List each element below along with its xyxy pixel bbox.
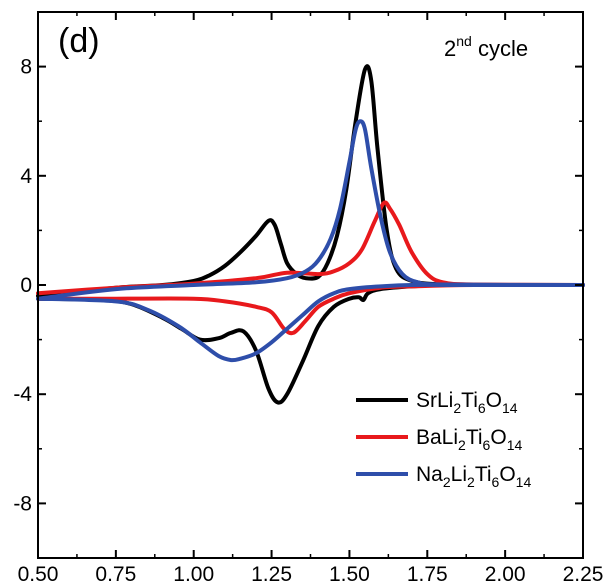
x-tick-label: 1.00 xyxy=(173,563,214,584)
cycle-annotation: 2nd cycle xyxy=(444,33,528,61)
series-2-discharge-line xyxy=(36,282,585,363)
cycle-word: cycle xyxy=(472,36,528,61)
cycle-ordinal: nd xyxy=(456,33,472,49)
legend-label-2: Na2Li2Ti6O14 xyxy=(416,463,531,490)
x-tick-label: 2.25 xyxy=(563,563,604,584)
legend: SrLi2Ti6O14 BaLi2Ti6O14 Na2Li2Ti6O14 xyxy=(356,389,531,490)
y-tick-labels: -8 -4 0 4 8 xyxy=(13,56,32,516)
x-tick-labels: 0.50 0.75 1.00 1.25 1.50 1.75 2.00 2.25 xyxy=(18,563,604,584)
y-tick-label: -8 xyxy=(13,492,32,515)
x-tick-label: 1.75 xyxy=(407,563,448,584)
legend-label-0: SrLi2Ti6O14 xyxy=(416,389,518,416)
series-curves xyxy=(36,64,585,405)
x-tick-label: 0.50 xyxy=(18,563,59,584)
cycle-number: 2 xyxy=(444,36,456,61)
series-2-charge-line xyxy=(36,119,585,301)
series-1-charge-line xyxy=(36,200,585,296)
y-tick-label: -4 xyxy=(13,383,32,406)
y-tick-label: 4 xyxy=(20,165,32,188)
panel-label: (d) xyxy=(58,22,100,60)
axis-ticks xyxy=(37,11,584,559)
legend-label-1: BaLi2Ti6O14 xyxy=(416,426,522,453)
y-tick-label: 0 xyxy=(20,274,32,297)
x-tick-label: 1.25 xyxy=(251,563,292,584)
series-0-charge-line xyxy=(36,64,585,298)
x-tick-label: 1.50 xyxy=(329,563,370,584)
x-tick-label: 0.75 xyxy=(95,563,136,584)
y-tick-label: 8 xyxy=(20,56,32,79)
x-tick-label: 2.00 xyxy=(485,563,526,584)
